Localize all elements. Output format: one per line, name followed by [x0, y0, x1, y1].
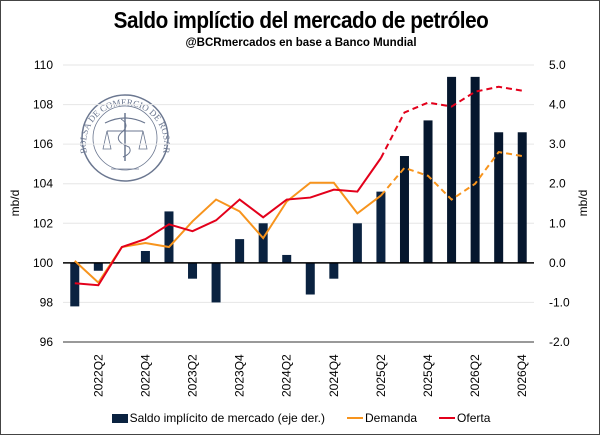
legend-label-demanda: Demanda	[365, 411, 418, 425]
x-tick-label: 2023Q2	[186, 354, 200, 397]
x-tick-label: 2024Q2	[280, 354, 294, 397]
y-left-tick-label: 104	[33, 177, 53, 191]
bar-2026Q4	[517, 132, 527, 263]
y-right-tick-label: 2.0	[549, 177, 566, 191]
legend-swatch-oferta	[439, 417, 456, 419]
legend-item-oferta: Oferta	[439, 411, 490, 425]
y-left-tick-label: 106	[33, 137, 53, 151]
bar-2025Q2	[376, 191, 386, 263]
x-tick-label: 2023Q4	[233, 354, 247, 397]
bar-2024Q4	[329, 262, 339, 279]
line-oferta-historical	[74, 157, 382, 287]
bar-2023Q2	[188, 262, 198, 279]
x-tick-label: 2025Q2	[374, 354, 388, 397]
y-right-tick-label: 3.0	[549, 137, 566, 151]
legend-swatch-saldo	[111, 413, 128, 423]
bar-2024Q3	[305, 262, 315, 295]
chart-subtitle: @BCRmercados en base a Banco Mundial	[185, 37, 417, 49]
bar-2025Q4	[423, 120, 433, 263]
y-right-tick-label: 5.0	[549, 58, 566, 72]
legend: Saldo implícito de mercado (eje der.) De…	[1, 411, 599, 425]
line-demanda-forecast	[380, 150, 523, 201]
bar-2022Q2	[93, 262, 103, 271]
bar-2026Q1	[447, 76, 457, 263]
line-oferta-forecast	[380, 85, 523, 159]
legend-item-demanda: Demanda	[347, 411, 417, 425]
y-right-tick-label: 1.0	[549, 216, 566, 230]
x-tick-label: 2024Q4	[327, 354, 341, 397]
bar-2023Q3	[211, 262, 221, 303]
svg-text:BOLSA DE COMERCIO DE ROSARIO: BOLSA DE COMERCIO DE ROSARIO	[1, 1, 172, 154]
bar-2025Q1	[352, 223, 362, 263]
legend-label-saldo: Saldo implícito de mercado (eje der.)	[129, 411, 326, 425]
y-left-tick-label: 96	[40, 335, 54, 349]
bar-2025Q3	[399, 156, 409, 263]
x-tick-label: 2022Q4	[138, 354, 152, 397]
bar-2024Q2	[282, 254, 292, 263]
x-tick-label: 2026Q4	[515, 354, 529, 397]
y-right-tick-label: 0.0	[549, 256, 566, 270]
y-left-tick-label: 98	[40, 295, 54, 309]
x-tick-label: 2026Q2	[468, 354, 482, 397]
bar-2022Q1	[70, 262, 80, 307]
bar-2024Q1	[258, 223, 268, 263]
y-right-tick-label: -1.0	[549, 295, 570, 309]
y-right-tick-label: 4.0	[549, 98, 566, 112]
y-axis-left-label: mb/d	[8, 190, 22, 217]
bar-2023Q1	[164, 211, 174, 263]
bar-2023Q4	[235, 239, 245, 263]
x-tick-label: 2022Q2	[91, 354, 105, 397]
y-left-tick-label: 100	[33, 256, 53, 270]
legend-item-saldo: Saldo implícito de mercado (eje der.)	[111, 411, 326, 425]
chart-title: Saldo implíctio del mercado de petróleo	[113, 7, 489, 33]
y-right-tick-label: -2.0	[549, 335, 570, 349]
bar-2022Q4	[140, 250, 150, 263]
legend-label-oferta: Oferta	[457, 411, 491, 425]
bar-2026Q3	[494, 132, 504, 263]
x-tick-label: 2025Q4	[421, 354, 435, 397]
y-left-tick-label: 108	[33, 98, 53, 112]
y-left-tick-label: 102	[33, 216, 53, 230]
y-left-tick-label: 110	[34, 58, 53, 72]
legend-swatch-demanda	[347, 417, 364, 419]
bolsa-de-comercio-de-rosario-seal-logo: BOLSA DE COMERCIO DE ROSARIO	[1, 1, 172, 182]
y-axis-right-label: mb/d	[576, 190, 590, 217]
bar-2026Q2	[470, 76, 480, 263]
